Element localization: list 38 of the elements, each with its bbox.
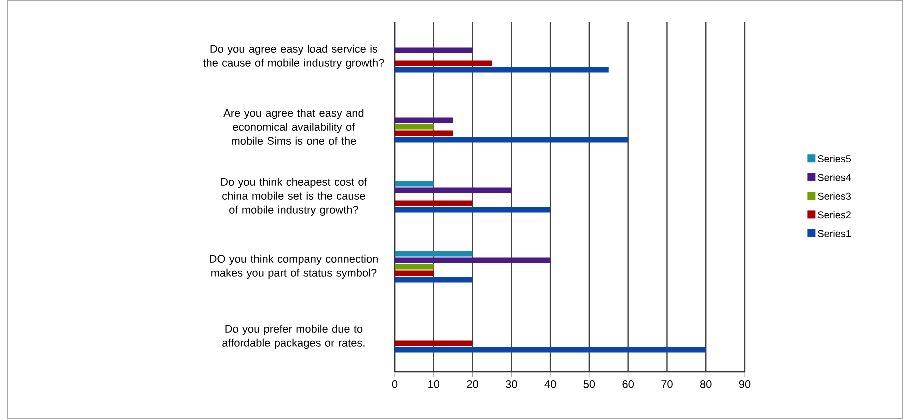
bar <box>395 340 473 346</box>
x-tick-label: 20 <box>467 380 478 388</box>
bar <box>395 207 551 213</box>
bar <box>395 258 551 264</box>
bar <box>395 251 473 257</box>
bar <box>395 264 434 270</box>
bar <box>395 67 609 73</box>
y-tick-label: Are you agree that easy and economical availability of mobile Sims is one of the <box>224 109 364 145</box>
x-tick-label: 30 <box>506 380 518 388</box>
legend-label: Series2 <box>818 211 851 219</box>
bar <box>395 124 434 130</box>
x-tick-label: 50 <box>584 380 596 388</box>
legend-label: Series4 <box>818 174 852 182</box>
x-tick-label: 60 <box>622 380 634 388</box>
y-tick-label: DO you think company connection makes you part of status symbol? <box>210 254 378 280</box>
x-tick-label: 40 <box>544 380 556 388</box>
bar <box>395 181 434 187</box>
bar <box>395 118 454 124</box>
bar <box>395 347 706 353</box>
x-tick-label: 0 <box>392 380 398 388</box>
legend-label: Series3 <box>818 192 852 200</box>
bar <box>395 48 473 54</box>
bar <box>395 277 473 283</box>
legend-label: Series1 <box>818 230 851 238</box>
bar <box>395 137 628 143</box>
x-tick-label: 70 <box>662 380 673 388</box>
bar <box>395 60 492 66</box>
bar <box>395 270 434 276</box>
x-tick-label: 90 <box>739 380 751 388</box>
x-tick-label: 80 <box>700 380 712 388</box>
bar <box>395 188 512 194</box>
bar <box>395 130 454 136</box>
legend-label: Series5 <box>818 155 852 163</box>
x-tick-label: 10 <box>428 380 440 388</box>
bar <box>395 200 473 206</box>
y-tick-label: Do you prefer mobile due to affordable packages or rates. <box>222 324 365 350</box>
y-tick-label: Do you think cheapest cost of china mobile set is the cause of mobile industry growth? <box>221 178 368 216</box>
y-tick-label: Do you agree easy load service is the cause of mobile industry growth? <box>203 44 384 70</box>
